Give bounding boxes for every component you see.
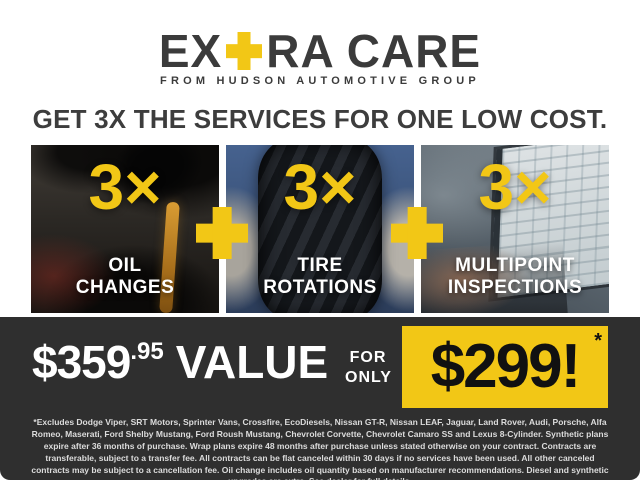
plus-icon [196,207,248,259]
panel-oil-changes: 3× OIL CHANGES [31,145,219,313]
value-price: $359.95 VALUE [32,339,328,385]
multiplier-tire-rotations: 3× [283,151,357,223]
service-panels: 3× OIL CHANGES 3× TIRE ROTATIONS 3× MULT… [31,145,609,313]
plus-icon [226,32,262,70]
offer-band: $359.95 VALUE FOR ONLY $299! * *Excludes … [0,317,640,480]
logo-text-ra-care: RA CARE [266,25,482,77]
panel-tire-rotations: 3× TIRE ROTATIONS [226,145,414,313]
value-price-cents: .95 [130,338,164,365]
disclaimer-text: *Excludes Dodge Viper, SRT Motors, Sprin… [31,417,609,480]
logo-text-ex: EX [158,25,223,77]
value-label: VALUE [175,336,329,388]
sale-price: $299! [430,332,582,401]
label-oil-changes: OIL CHANGES [75,255,175,299]
plus-icon [391,207,443,259]
sale-price-asterisk: * [594,330,602,352]
value-price-dollars: $359 [32,336,131,388]
headline: GET 3X THE SERVICES FOR ONE LOW COST. [32,104,608,134]
extra-care-logo: EX RA CARE [0,28,640,74]
for-only-label: FOR ONLY [345,349,392,386]
label-tire-rotations: TIRE ROTATIONS [263,255,377,299]
label-multipoint-inspections: MULTIPOINT INSPECTIONS [447,255,583,299]
sale-price-box: $299! * [402,326,608,408]
panel-multipoint-inspections: 3× MULTIPOINT INSPECTIONS [421,145,609,313]
brand-tagline: FROM HUDSON AUTOMOTIVE GROUP [160,75,480,87]
multiplier-multipoint-inspections: 3× [478,151,552,223]
multiplier-oil-changes: 3× [88,151,162,223]
